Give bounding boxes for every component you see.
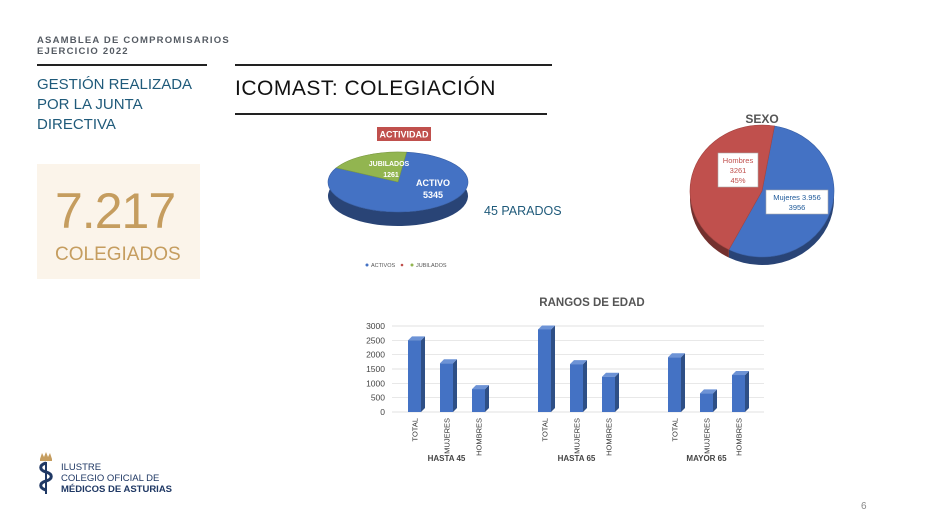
legend-marker-activos [365, 263, 369, 267]
y-tick-label: 0 [380, 407, 385, 417]
y-tick-label: 2500 [366, 335, 385, 345]
header-divider [37, 64, 207, 66]
age-ranges-bar-chart: RANGOS DE EDAD 0 500 1000 1500 2000 2500 3000 T… [366, 297, 764, 463]
total-members-card: 7.217 COLEGIADOS [37, 164, 200, 279]
college-name: ILUSTRE COLEGIO OFICIAL DE MÉDICOS DE AS… [61, 462, 173, 495]
slice-value-jubilados: 1261 [383, 172, 399, 179]
bar-chart-title: RANGOS DE EDAD [539, 297, 644, 309]
event-header: ASAMBLEA DE COMPROMISARIOS EJERCICIO 202… [37, 35, 230, 57]
college-logo-icon [39, 452, 53, 494]
x-category-label: TOTAL [541, 418, 550, 441]
legend-marker-sep [400, 263, 404, 267]
y-tick-label: 500 [371, 393, 385, 403]
event-title: ASAMBLEA DE COMPROMISARIOS [37, 35, 230, 46]
total-members-number: 7.217 [55, 183, 176, 239]
y-tick-label: 2000 [366, 350, 385, 360]
bar-chart-plot: 0 500 1000 1500 2000 2500 3000 TOTAL MUJERES HOMB… [366, 321, 764, 463]
activity-pie [327, 151, 469, 226]
bar-mayor-65-mujeres [700, 389, 717, 412]
group-label: HASTA 65 [558, 454, 596, 463]
page-title: ICOMAST: COLEGIACIÓN [235, 77, 496, 100]
x-category-label: HOMBRES [605, 418, 614, 456]
slice-label-activo: ACTIVO [416, 178, 450, 188]
y-tick-label: 1000 [366, 378, 385, 388]
activity-pie-chart: ACTIVIDAD JUBILADOS 1261 ACTIVO 5345 ACT… [327, 127, 469, 269]
x-category-label: HOMBRES [475, 418, 484, 456]
y-tick-label: 1500 [366, 364, 385, 374]
sex-title: SEXO [745, 112, 778, 126]
slice-value-hombres: 3261 [730, 166, 747, 175]
title-top-rule [235, 64, 552, 66]
slice-value-mujeres: 3956 [789, 203, 806, 212]
x-category-label: MUJERES [703, 418, 712, 454]
x-category-label: HOMBRES [735, 418, 744, 456]
total-members-label: COLEGIADOS [55, 244, 181, 265]
x-category-label: MUJERES [573, 418, 582, 454]
group-label: HASTA 45 [428, 454, 466, 463]
bar-hasta-65-mujeres [570, 360, 587, 412]
y-tick-label: 3000 [366, 321, 385, 331]
section-title: GESTIÓN REALIZADA POR LA JUNTA DIRECTIVA [37, 76, 193, 133]
legend-label-activos: ACTIVOS [371, 263, 395, 269]
slice-label-hombres: Hombres [723, 156, 754, 165]
page-number: 6 [861, 501, 867, 512]
bar-hasta-45-mujeres [440, 359, 457, 412]
title-bottom-rule [235, 113, 547, 115]
x-category-label: MUJERES [443, 418, 452, 454]
sex-pie-chart: SEXO Hombres 3261 45% Mujeres 3.956 3956 [689, 112, 835, 265]
bar-mayor-65-total [668, 353, 685, 412]
slice-value-activo: 5345 [423, 190, 443, 200]
bar-hasta-45-total [408, 336, 425, 412]
bar-hasta-45-hombres [472, 385, 489, 412]
activity-title-badge [377, 127, 431, 141]
group-label: MAYOR 65 [686, 454, 727, 463]
pie-slice-jubilados [335, 151, 407, 183]
unemployed-note: 45 PARADOS [484, 204, 562, 218]
activity-title: ACTIVIDAD [380, 130, 429, 140]
bar-hasta-65-total [538, 325, 555, 412]
legend-label-jubilados: JUBILADOS [416, 263, 447, 269]
activity-legend: ACTIVOS JUBILADOS [365, 263, 447, 269]
legend-marker-jubilados [410, 263, 414, 267]
slice-label-mujeres: Mujeres 3.956 [773, 193, 821, 202]
event-year: EJERCICIO 2022 [37, 46, 129, 57]
bar-hasta-65-hombres [602, 372, 619, 412]
x-category-label: TOTAL [411, 418, 420, 441]
slice-label-jubilados: JUBILADOS [369, 161, 410, 168]
x-category-label: TOTAL [671, 418, 680, 441]
label-box-mujeres [765, 189, 829, 215]
label-box-hombres [717, 152, 759, 188]
bar-mayor-65-hombres [732, 371, 749, 412]
slice-pct-hombres: 45% [730, 176, 745, 185]
